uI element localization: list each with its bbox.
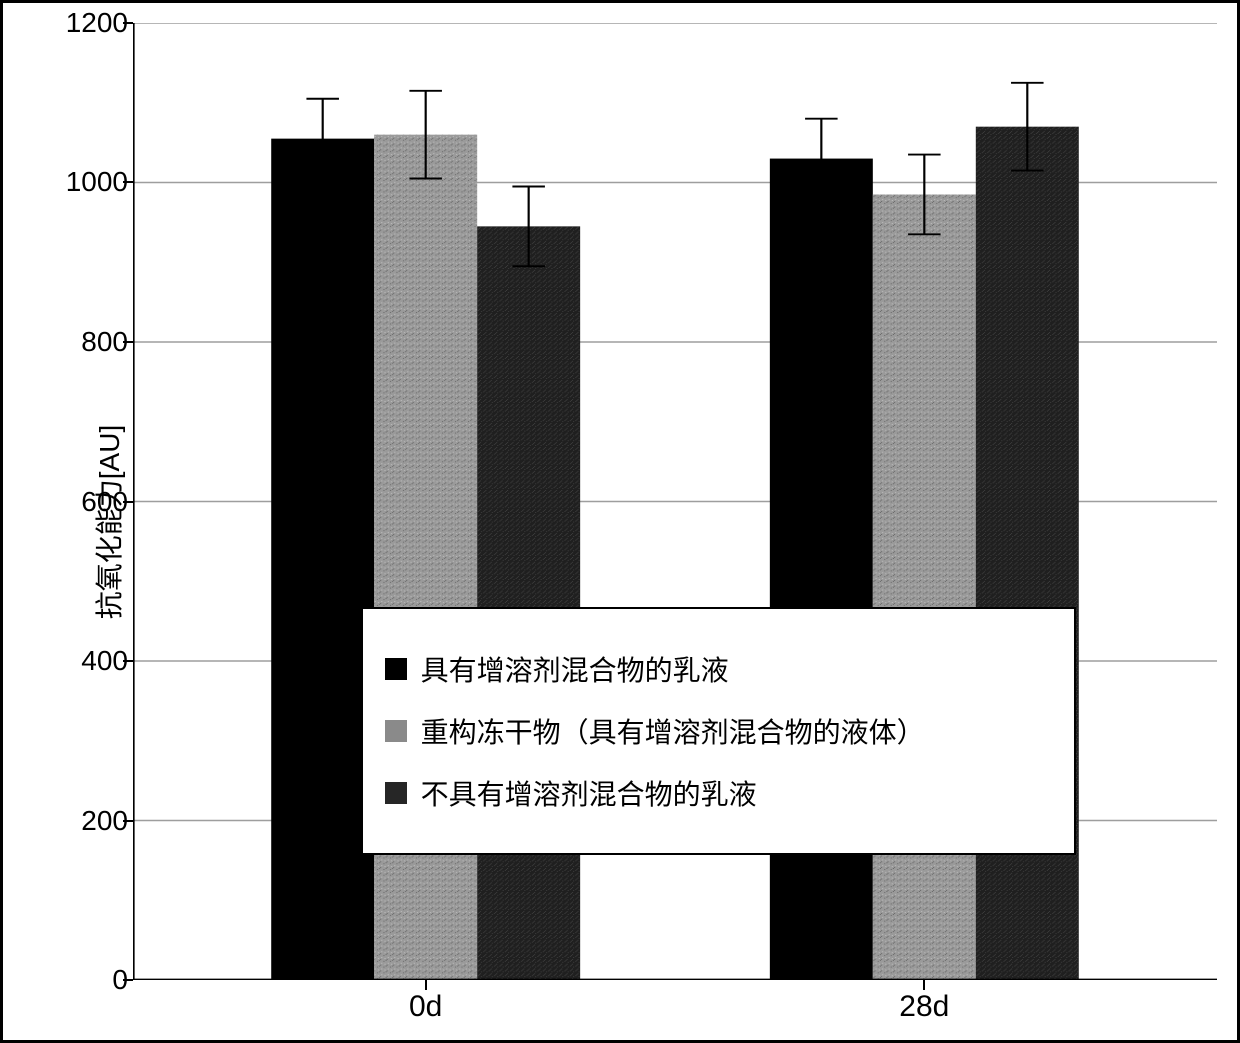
y-tick-mark [123,979,133,981]
y-tick-label: 600 [63,486,128,518]
legend-item: 具有增溶剂混合物的乳液 [385,649,1052,689]
y-tick-mark [123,501,133,503]
bar [770,159,873,980]
x-tick-labels: 0d 28d [133,990,1217,1030]
x-tick-mark [425,980,427,990]
y-tick-mark [123,820,133,822]
legend: 具有增溶剂混合物的乳液重构冻干物（具有增溶剂混合物的液体） 不具有增溶剂混合物的乳… [361,607,1076,855]
bar [271,139,374,980]
y-tick-mark [123,660,133,662]
y-tick-label: 1200 [63,7,128,39]
y-tick-mark [123,22,133,24]
plot-area: 具有增溶剂混合物的乳液重构冻干物（具有增溶剂混合物的液体） 不具有增溶剂混合物的乳… [133,23,1217,980]
legend-label: 重构冻干物（具有增溶剂混合物的液体） [421,711,925,751]
y-tick-label: 0 [63,964,128,996]
x-tick-label: 28d [899,990,949,1024]
legend-swatch [385,658,407,680]
y-tick-label: 400 [63,645,128,677]
legend-item: 重构冻干物（具有增溶剂混合物的液体） [385,711,1052,751]
x-tick-mark [923,980,925,990]
y-tick-label: 200 [63,805,128,837]
legend-item: 不具有增溶剂混合物的乳液 [385,773,1052,813]
legend-swatch [385,782,407,804]
y-tick-label: 800 [63,326,128,358]
y-tick-mark [123,181,133,183]
legend-label: 不具有增溶剂混合物的乳液 [421,773,757,813]
legend-label: 具有增溶剂混合物的乳液 [421,649,729,689]
bar [873,194,976,980]
y-tick-mark [123,341,133,343]
bar [477,226,580,980]
x-tick-label: 0d [409,990,442,1024]
legend-swatch [385,720,407,742]
y-tick-label: 1000 [63,166,128,198]
chart-frame: 抗氧化能力[AU] 020040060080010001200 具有增溶剂混合物… [0,0,1240,1043]
y-tick-labels: 020040060080010001200 [63,23,128,980]
